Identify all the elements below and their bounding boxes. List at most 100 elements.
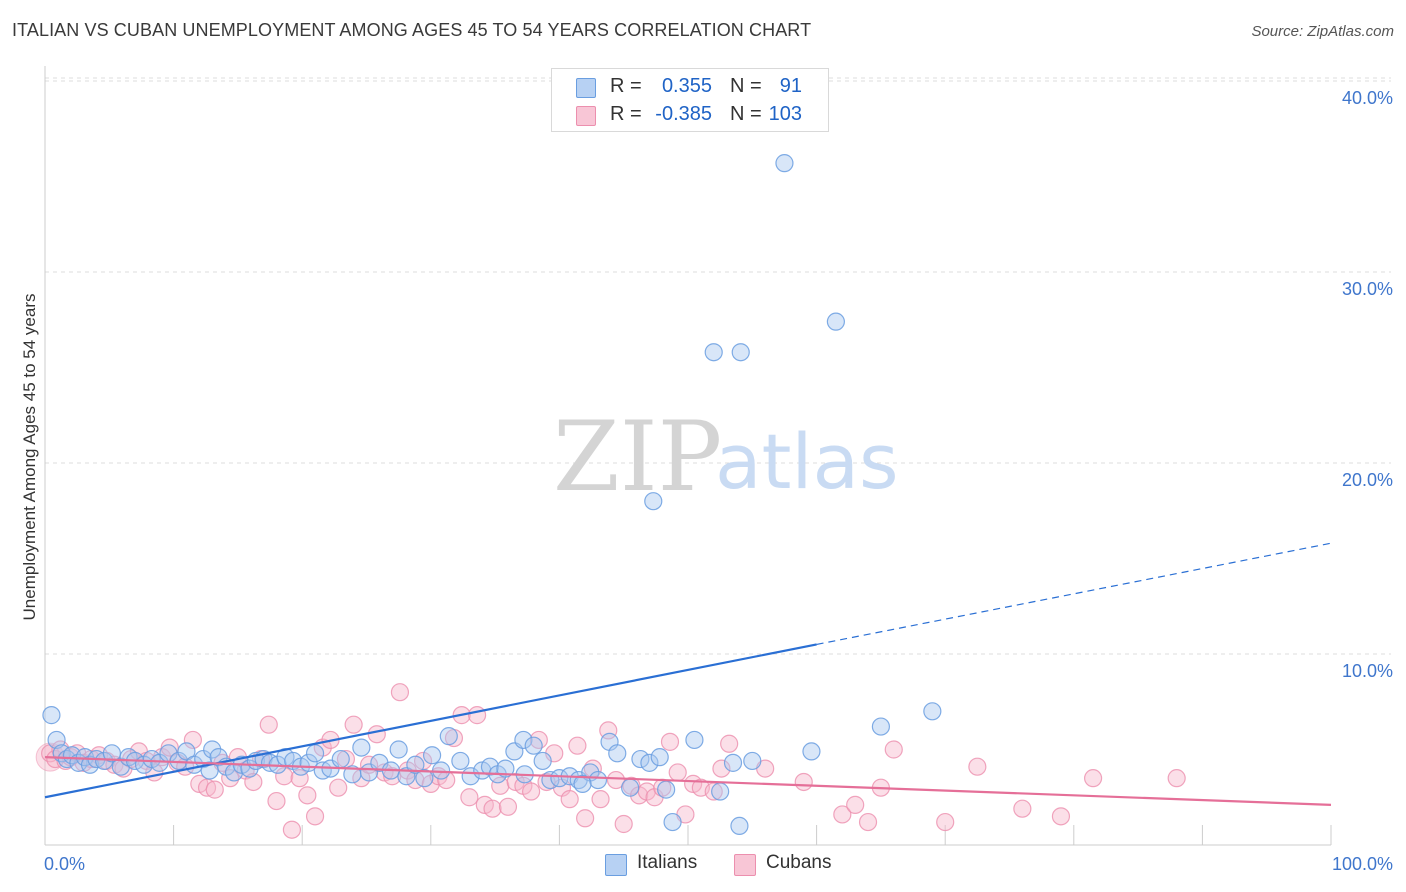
- cubans-point: [305, 807, 325, 826]
- italians-trend-line: [44, 643, 817, 799]
- cubans-point: [668, 763, 687, 782]
- italians-point: [588, 770, 608, 790]
- cubans-point: [720, 734, 739, 753]
- cubans-point: [936, 812, 955, 832]
- cubans-point: [968, 757, 987, 776]
- legend-row-italians: R = 0.355 N = 91: [552, 73, 828, 101]
- x-tick-label-max: 100.0%: [1332, 854, 1393, 874]
- italians-point: [42, 706, 61, 725]
- italians-point: [422, 746, 442, 765]
- legend-row-cubans: R = -0.385 N = 103: [552, 101, 828, 129]
- cubans-legend-swatch: [734, 854, 756, 876]
- italians-point: [731, 343, 750, 362]
- cubans-point: [367, 725, 386, 744]
- italians-point: [743, 751, 762, 771]
- italians-point: [203, 740, 222, 759]
- cubans-point: [344, 715, 363, 734]
- cubans-legend-label: Cubans: [766, 852, 832, 873]
- cubans-n-label: N =: [730, 103, 762, 125]
- cubans-point: [498, 797, 518, 816]
- cubans-point: [467, 706, 487, 725]
- cubans-point: [794, 772, 813, 792]
- cubans-point: [1013, 799, 1032, 818]
- italians-point: [704, 343, 723, 362]
- italians-point: [331, 749, 350, 769]
- italians-trend-extension: [816, 542, 1332, 646]
- y-tick-label: 20.0%: [1342, 470, 1393, 490]
- italians-point: [533, 751, 552, 771]
- y-tick-label: 40.0%: [1342, 88, 1393, 108]
- italians-point: [95, 751, 114, 771]
- cubans-point: [390, 683, 410, 702]
- italians-point: [608, 744, 627, 763]
- italians-point: [305, 744, 325, 763]
- italians-point: [640, 753, 659, 772]
- cubans-point: [858, 812, 878, 832]
- cubans-point: [1051, 807, 1071, 826]
- italians-point: [389, 740, 408, 759]
- italians-point: [685, 730, 704, 750]
- cubans-point: [183, 730, 202, 750]
- cubans-point: [833, 805, 852, 824]
- italians-point: [657, 780, 676, 799]
- cubans-point: [483, 799, 502, 818]
- italians-point: [352, 738, 371, 757]
- italians-point: [723, 753, 743, 772]
- italians-point: [431, 761, 451, 780]
- cubans-point: [244, 772, 263, 792]
- cubans-point: [205, 780, 224, 799]
- italians-r-value: 0.355: [661, 75, 712, 97]
- italians-point: [826, 312, 845, 331]
- italians-point: [514, 730, 533, 750]
- italians-n-label: N =: [730, 75, 762, 97]
- italians-point: [871, 717, 891, 736]
- trend-lines: [44, 542, 1332, 806]
- italians-point: [621, 778, 640, 797]
- italians-point: [47, 730, 66, 750]
- italians-point: [650, 748, 669, 767]
- cubans-point: [282, 820, 302, 839]
- axes: [44, 66, 1332, 846]
- cubans-point: [491, 776, 510, 795]
- cubans-point: [846, 795, 865, 814]
- italians-swatch: [576, 78, 596, 98]
- chart-title: ITALIAN VS CUBAN UNEMPLOYMENT AMONG AGES…: [12, 20, 812, 40]
- italians-point: [775, 154, 794, 173]
- cubans-point: [1167, 769, 1186, 788]
- italians-point: [923, 702, 942, 721]
- cubans-point: [884, 740, 903, 759]
- cubans-n-value: 103: [768, 103, 802, 125]
- italians-point: [730, 816, 749, 836]
- cubans-series: [35, 683, 1186, 839]
- italians-point: [480, 757, 500, 776]
- italians-legend-swatch: [605, 854, 627, 876]
- italians-point: [177, 742, 196, 761]
- cubans-r-value: -0.385: [655, 103, 712, 125]
- cubans-point: [712, 759, 731, 778]
- y-axis-title: Unemployment Among Ages 45 to 54 years: [20, 294, 39, 621]
- source-label: Source: ZipAtlas.com: [1251, 23, 1394, 40]
- cubans-point: [660, 732, 680, 751]
- italians-point: [644, 492, 663, 511]
- italians-point: [496, 759, 515, 778]
- italians-point: [406, 755, 425, 774]
- cubans-point: [591, 790, 610, 809]
- cubans-point: [529, 730, 548, 750]
- italians-point: [663, 812, 682, 832]
- cubans-point: [267, 791, 286, 811]
- cubans-point: [614, 814, 633, 834]
- italians-legend-label: Italians: [637, 852, 698, 873]
- italians-point: [415, 769, 434, 788]
- italians-point: [573, 774, 592, 793]
- cubans-trend-line: [44, 756, 1332, 806]
- italians-point: [711, 782, 730, 801]
- cubans-point: [259, 715, 278, 734]
- y-tick-label: 30.0%: [1342, 279, 1393, 299]
- cubans-point: [329, 778, 348, 797]
- italians-r-label: R =: [610, 75, 642, 97]
- cubans-point: [275, 767, 294, 786]
- cubans-point: [560, 790, 579, 809]
- correlation-legend: R = 0.355 N = 91 R = -0.385 N = 103: [551, 68, 829, 132]
- cubans-point: [576, 809, 595, 828]
